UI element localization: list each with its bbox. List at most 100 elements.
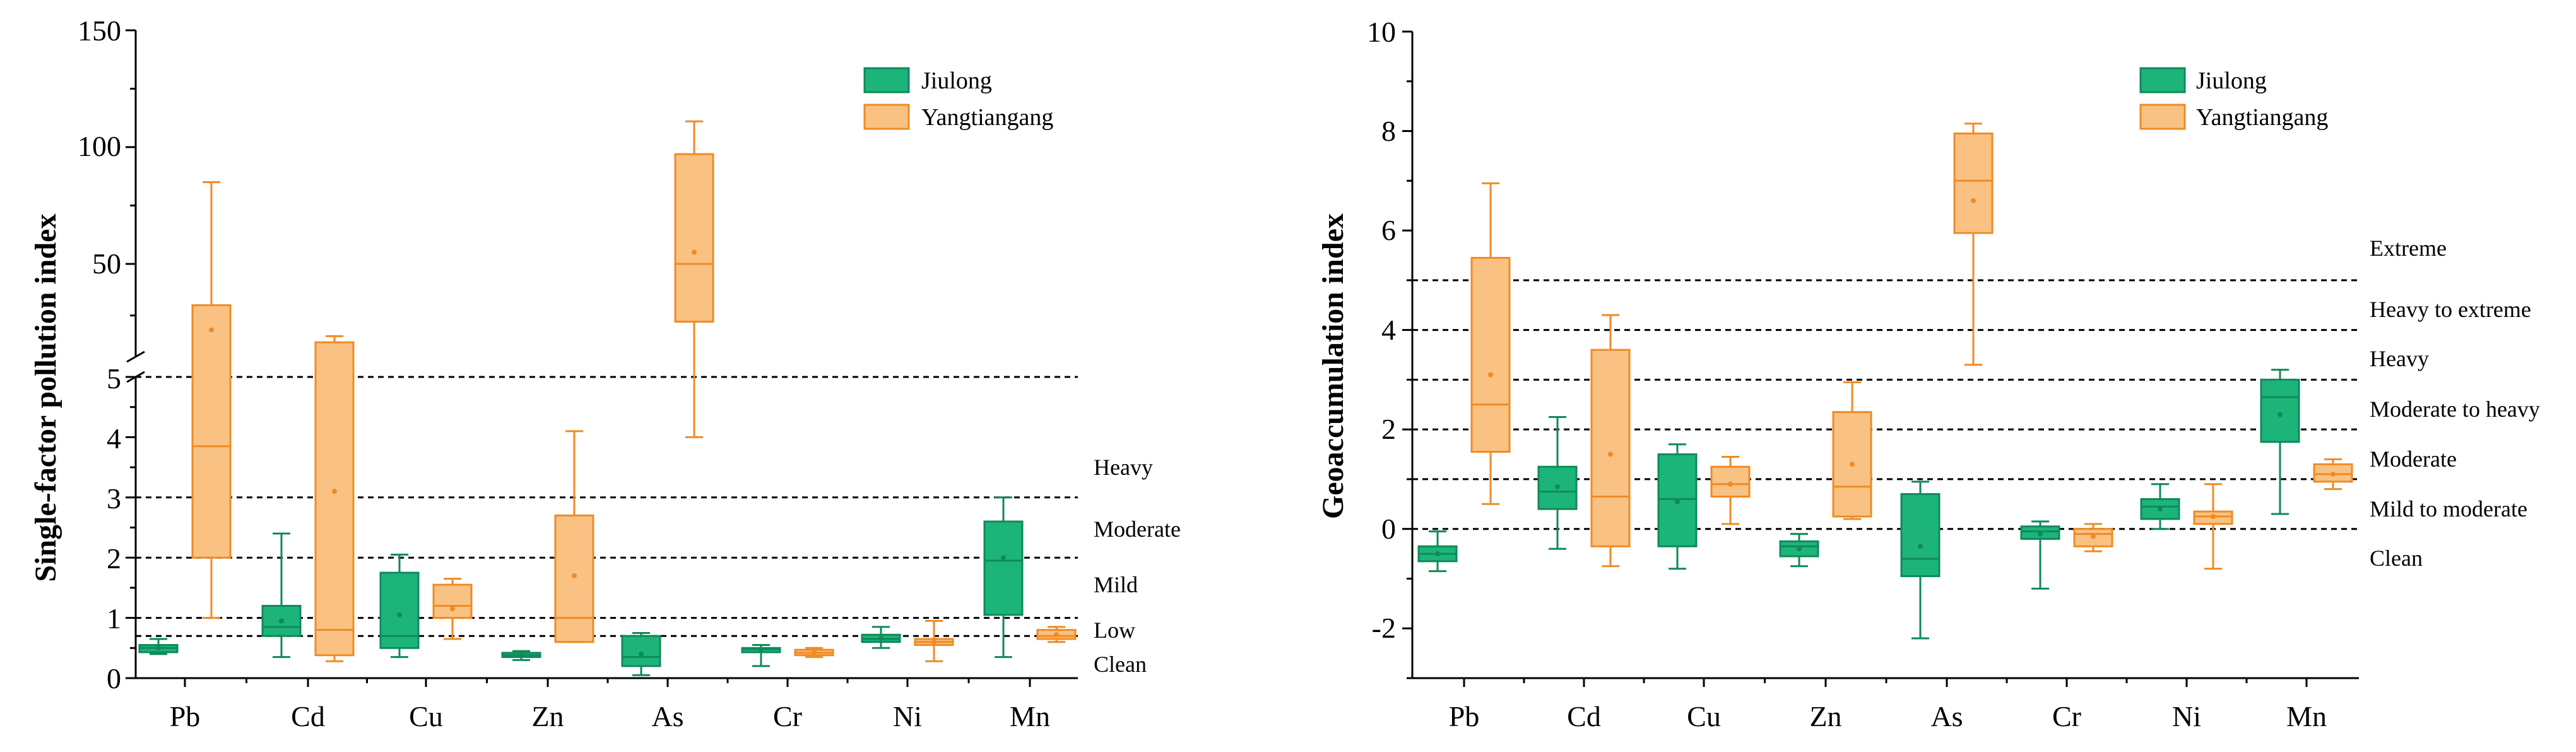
chart-1-threshold-labels: Clean Low Mild Moderate Heavy [1094,455,1181,677]
chart-2-box-jiulong-ni [2140,483,2180,530]
chart-1-ytick: 5 [107,362,121,395]
chart-2-box-yangtiangang-zn [1832,381,1872,520]
iqr-box [314,341,355,657]
chart-1-class-label: Low [1094,618,1135,643]
legend-label-jiulong: Jiulong [921,68,992,94]
chart-2-box-jiulong-mn [2260,369,2300,515]
chart-2-xtick: Cd [1567,700,1601,732]
mean-marker [931,639,936,645]
mean-marker [572,573,577,578]
mean-marker [1728,481,1733,487]
chart-2-class-label: Heavy [2370,346,2429,371]
mean-marker [1054,632,1059,638]
legend-swatch-jiulong [863,67,910,93]
chart-1-ytick: 2 [107,542,121,575]
chart-1-class-label: Heavy [1094,455,1153,480]
chart-2-box-yangtiangang-cu [1710,455,1751,525]
mean-marker [156,645,161,651]
chart-1-box-yangtiangang-zn [554,430,594,643]
mean-marker [2331,472,2336,477]
chart-1-xtick: Ni [893,700,922,732]
chart-1-ytick: 4 [107,422,121,455]
mean-marker [279,618,284,624]
chart-1-box-jiulong-cd [261,532,302,659]
chart-1-ytick: 150 [78,15,121,47]
chart-2-geoaccumulation-index: Geoaccumulation index -2 0 2 4 6 8 10 Pb… [1316,16,2540,732]
chart-2-box-yangtiangang-as [1953,122,1994,366]
mean-marker [1435,551,1440,557]
mean-marker [1971,198,1976,203]
chart-1-box-yangtiangang-pb [191,181,232,619]
chart-2-box-yangtiangang-pb [1470,182,1511,505]
chart-1-box-yangtiangang-as [674,120,714,438]
mean-marker [1918,544,1923,549]
mean-marker [2158,506,2163,512]
chart-2-class-label: Clean [2370,546,2423,571]
chart-1-box-jiulong-ni [861,626,901,649]
chart-1-class-label: Moderate [1094,516,1181,542]
chart-2-xtick: Ni [2172,700,2201,732]
chart-1-class-label: Clean [1094,652,1147,677]
chart-1-xtick: Pb [170,700,201,732]
iqr-box [1470,256,1511,453]
chart-2-box-yangtiangang-mn [2313,458,2353,491]
chart-2-xtick: Cr [2052,700,2081,732]
chart-1-ytick: 100 [78,130,121,162]
chart-2-x-ticks: Pb Cd Cu Zn As Cr Ni Mn [1449,700,2327,732]
chart-2-box-jiulong-cd [1537,415,1578,550]
chart-1-ytick: 3 [107,482,121,515]
chart-1-boxes [138,120,1077,676]
chart-1-box-jiulong-zn [501,650,541,661]
chart-1-box-jiulong-mn [983,496,1024,659]
chart-2-box-jiulong-zn [1779,533,1819,568]
mean-marker [878,636,883,642]
iqr-box [1537,465,1578,510]
chart-1-axes [126,29,1078,687]
chart-1-xtick: As [651,700,683,732]
mean-marker [1797,546,1802,552]
chart-2-class-label: Moderate to heavy [2370,397,2540,422]
mean-marker [812,650,817,655]
chart-2-class-label: Heavy to extreme [2370,297,2531,322]
chart-1-ylabel: Single-factor pollution index [29,213,62,582]
mean-marker [759,647,764,653]
chart-2-class-label: Moderate [2370,446,2457,472]
chart-1-xtick: Cd [291,700,325,732]
mean-marker [1608,451,1613,457]
legend-label-yangtiangang: Yangtiangang [921,104,1053,131]
iqr-box [1953,132,1994,234]
chart-1-box-jiulong-cr [741,644,781,667]
mean-marker [639,651,644,657]
chart-2-ytick: 8 [1381,115,1396,147]
mean-marker [519,652,524,658]
mean-marker [1675,499,1680,504]
chart-2-threshold-lines [1412,279,2359,530]
legend-swatch-yangtiangang [863,104,910,130]
chart-1-ytick: 50 [92,248,121,280]
chart-2-ytick: 10 [1367,16,1396,48]
chart-1-xtick: Cu [409,700,443,732]
iqr-box [674,153,714,323]
chart-1-xtick: Zn [531,700,564,732]
chart-2-ytick: 0 [1381,513,1396,545]
legend-label-jiulong: Jiulong [2196,68,2267,94]
chart-1-box-yangtiangang-cr [794,647,834,659]
mean-marker [2038,531,2043,537]
chart-2-class-label: Extreme [2370,236,2447,261]
mean-marker [332,489,337,494]
chart-1-xtick: Cr [773,700,802,732]
chart-1-xtick: Mn [1010,700,1050,732]
chart-2-ylabel: Geoaccumulation index [1316,213,1350,519]
chart-2-box-jiulong-cu [1657,443,1698,570]
mean-marker [450,606,455,612]
legend-swatch-yangtiangang [2139,104,2186,130]
chart-2-box-jiulong-as [1900,480,1941,640]
chart-2-ytick: 6 [1381,214,1396,246]
axis-break-mark [126,350,145,363]
chart-2-xtick: As [1930,700,1963,732]
chart-2-xtick: Zn [1809,700,1841,732]
chart-1-threshold-lines [136,376,1078,637]
iqr-box [2140,498,2180,520]
chart-1-class-label: Mild [1094,572,1138,597]
